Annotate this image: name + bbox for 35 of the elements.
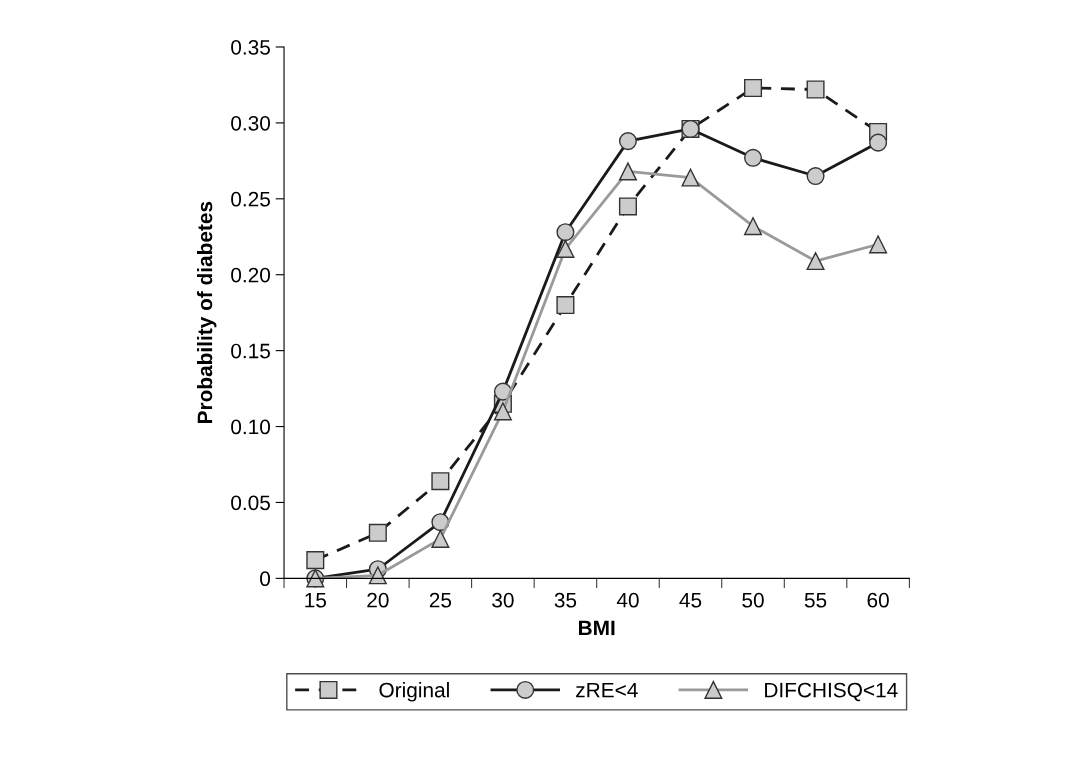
y-tick-label: 0 [260,571,271,587]
point [368,523,387,542]
x-tick-label: 35 [554,592,577,608]
x-tick-label: 40 [616,592,639,608]
y-tick-label: 0.25 [231,191,270,207]
y-tick-label: 0.35 [231,40,270,55]
legend-label: Original [379,682,449,702]
point [869,133,888,152]
x-tick-label: 45 [679,593,702,608]
point [744,78,763,98]
x-tick-label: 20 [367,592,389,608]
y-tick-label: 0.15 [231,343,270,359]
y-axis-title: Probability of diabetes [196,201,217,423]
y-tick-label: 0.20 [231,267,271,283]
point [806,167,825,186]
point [618,132,637,151]
y-tick-label: 0.30 [231,115,271,131]
x-axis-title: BMI [579,620,615,636]
legend-label: zRE<4 [576,682,638,698]
point [618,197,637,216]
point [744,148,763,167]
point [556,296,575,315]
x-tick-label: 60 [867,592,889,608]
x-tick-label: 30 [492,592,514,608]
y-tick-label: 0.10 [231,419,271,435]
x-tick-label: 15 [305,593,327,608]
point [806,80,825,99]
y-tick-label: 0.05 [231,495,270,511]
point [556,223,575,242]
x-tick-label: 25 [429,592,452,608]
x-tick-label: 55 [804,593,827,608]
legend-label: DIFCHISQ<14 [765,682,898,702]
x-tick-label: 50 [742,592,764,608]
point [306,551,325,570]
point [431,472,450,491]
